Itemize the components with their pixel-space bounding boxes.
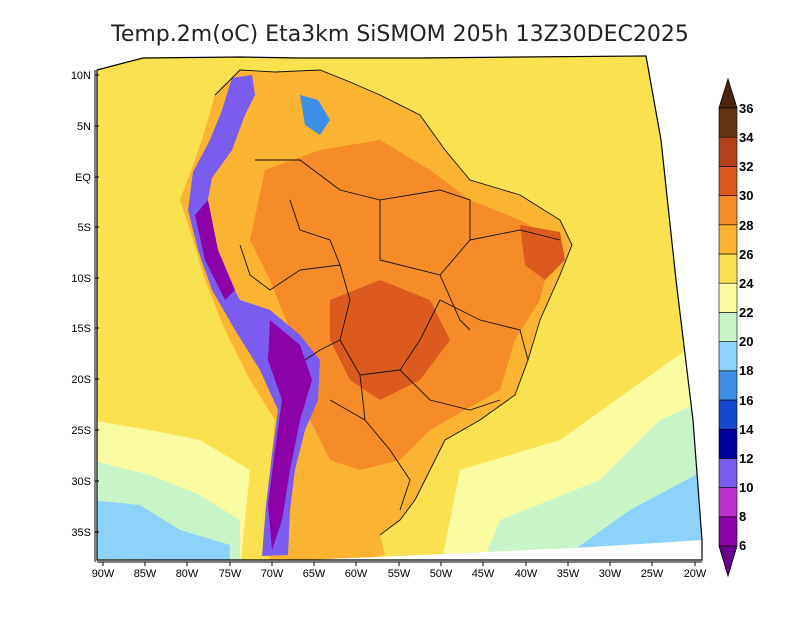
map-frame (96, 55, 703, 561)
guiana-cool-patch (300, 95, 330, 135)
lat-label-25s: 25S (71, 425, 91, 437)
colorbar-segment (718, 458, 738, 488)
colorbar-segment (718, 312, 738, 342)
temperature-field (97, 56, 702, 560)
cb-label-14: 14 (739, 422, 754, 437)
cb-label-30: 30 (739, 188, 753, 203)
andes-coldest-core (268, 320, 312, 550)
colorbar-segment (718, 282, 738, 313)
lat-label-30s: 30S (71, 476, 91, 488)
colorbar-segment (718, 399, 738, 430)
cb-label-34: 34 (739, 130, 754, 145)
lat-label-10n: 10N (71, 70, 91, 82)
colorbar-segment (718, 341, 738, 372)
lat-label-5n: 5N (77, 121, 91, 133)
lat-label-15s: 15S (71, 323, 91, 335)
colorbar-segment (718, 166, 738, 196)
colorbar-segment (718, 516, 738, 547)
cb-label-36: 36 (739, 101, 753, 116)
cb-label-22: 22 (739, 305, 753, 320)
cb-label-20: 20 (739, 334, 753, 349)
cb-label-8: 8 (739, 509, 746, 524)
lat-label-5s: 5S (78, 222, 91, 234)
cb-label-10: 10 (739, 480, 753, 495)
country-borders (214, 69, 573, 536)
lat-label-35s: 35S (71, 527, 91, 539)
lon-label-45w: 45W (472, 568, 495, 580)
lon-label-55w: 55W (388, 568, 411, 580)
colorbar-segment (718, 370, 738, 401)
cb-label-28: 28 (739, 218, 753, 233)
colorbar-max-arrow (718, 77, 738, 109)
cb-label-24: 24 (739, 276, 754, 291)
cb-label-18: 18 (739, 363, 753, 378)
colorbar-segment (718, 428, 738, 459)
colorbar-segment (718, 136, 738, 167)
lon-label-90w: 90W (92, 568, 115, 580)
lon-label-40w: 40W (515, 568, 538, 580)
lon-label-30w: 30W (599, 568, 622, 580)
lon-label-35w: 35W (557, 568, 580, 580)
cb-label-32: 32 (739, 159, 753, 174)
andes-north-core (195, 200, 235, 300)
latitude-axis: 10N 5N EQ 5S 10S 15S 20S 25S 30S 35S (71, 70, 99, 539)
lon-label-65w: 65W (303, 568, 326, 580)
cb-label-6: 6 (739, 538, 746, 553)
colorbar-segment (718, 107, 738, 138)
lon-label-85w: 85W (134, 568, 157, 580)
cb-label-26: 26 (739, 247, 753, 262)
colorbar-segment (718, 195, 738, 226)
colorbar-segment (718, 253, 738, 284)
colorbar-segment (718, 224, 738, 255)
ocean-cold-pacific (97, 500, 230, 560)
cb-label-12: 12 (739, 451, 753, 466)
lon-label-25w: 25W (641, 568, 664, 580)
colorbar-labels: 6 8 10 12 14 16 18 20 22 24 26 28 30 32 … (739, 101, 754, 553)
colorbar-min-arrow (718, 545, 738, 578)
lon-label-80w: 80W (176, 568, 199, 580)
lon-label-70w: 70W (261, 568, 284, 580)
colorbar-segment (718, 487, 738, 518)
map-title: Temp.2m(oC) Eta3km SiSMOM 205h 13Z30DEC2… (110, 22, 689, 47)
lon-label-75w: 75W (219, 568, 242, 580)
lat-label-20s: 20S (71, 374, 91, 386)
lon-label-60w: 60W (345, 568, 368, 580)
lon-label-50w: 50W (430, 568, 453, 580)
cb-label-16: 16 (739, 393, 753, 408)
longitude-axis: 90W 85W 80W 75W 70W 65W 60W 55W 50W 45W … (92, 562, 707, 580)
hotspot-central (330, 280, 450, 400)
lat-label-eq: EQ (75, 172, 91, 184)
colorbar-segments (718, 107, 738, 547)
lat-label-10s: 10S (71, 273, 91, 285)
colorbar: 6 8 10 12 14 16 18 20 22 24 26 28 30 32 … (718, 77, 754, 578)
lon-label-20w: 20W (684, 568, 707, 580)
